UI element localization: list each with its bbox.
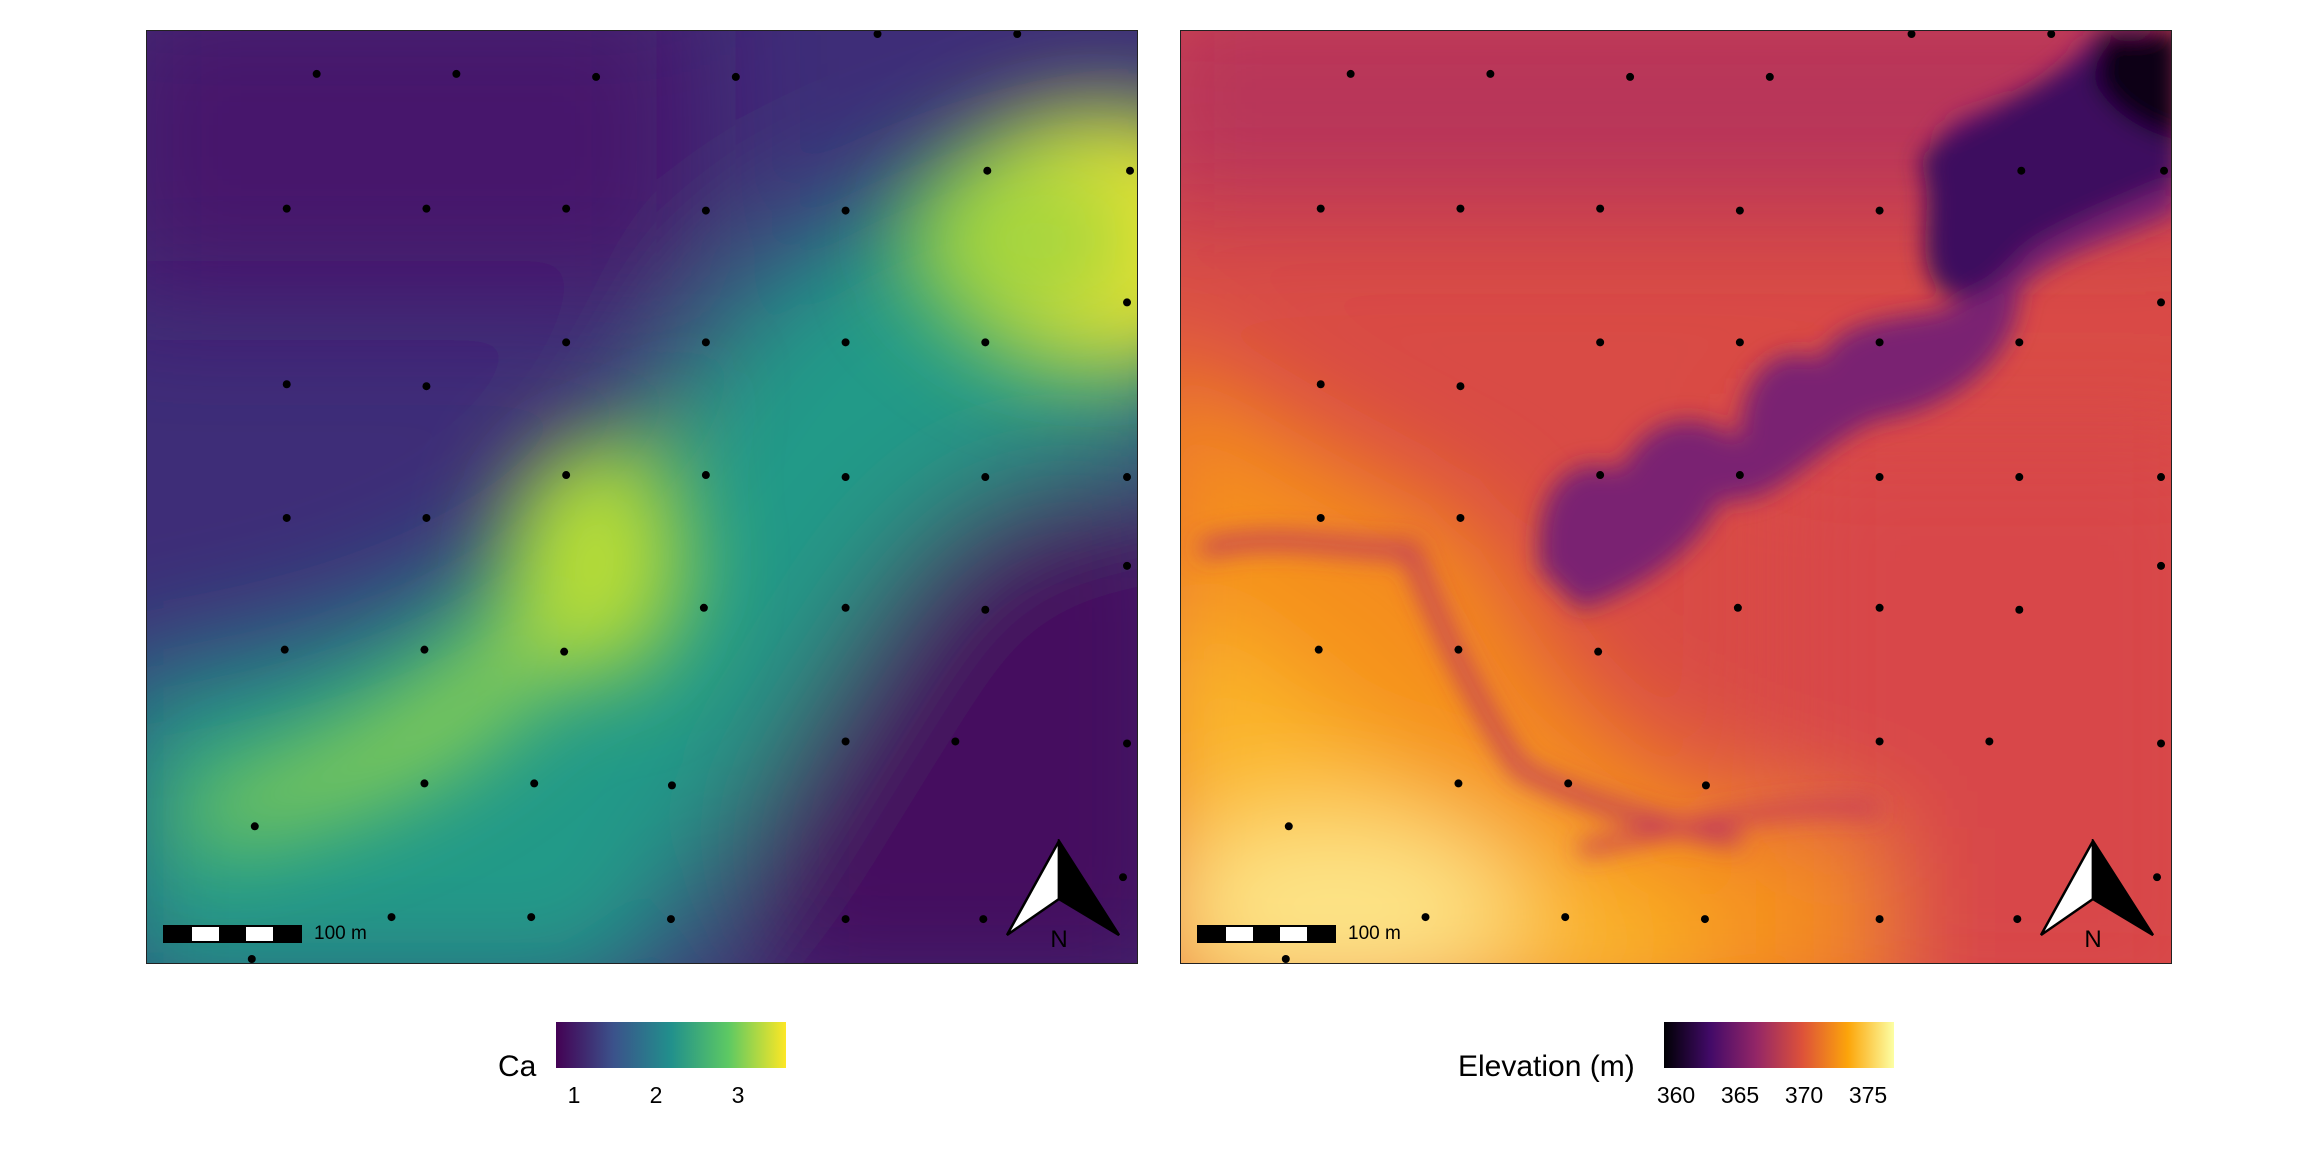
sample-points [1281, 31, 2169, 963]
map-panel-elevation: 100 m N [1180, 30, 2172, 964]
map-panel-ca: 100 m N [146, 30, 1138, 964]
legend-elevation: Elevation (m) 360 365 370 375 [1450, 1022, 1900, 1142]
legend-colorbar [1664, 1022, 1894, 1068]
scale-bar-label: 100 m [314, 923, 367, 944]
scale-bar-graphic [163, 925, 302, 943]
scale-bar-label: 100 m [1348, 923, 1401, 944]
legend-tick: 360 [1656, 1082, 1696, 1108]
scale-bar: 100 m [1197, 923, 1401, 945]
legend-ca: Ca 1 2 3 [490, 1022, 830, 1142]
legend-tick: 365 [1720, 1082, 1760, 1108]
legend-title: Ca [498, 1050, 537, 1083]
legend-tick: 3 [731, 1082, 745, 1108]
scale-bar-graphic [1197, 925, 1336, 943]
legend-colorbar [556, 1022, 786, 1068]
elevation-raster [1181, 31, 2171, 963]
north-arrow-icon: N [1005, 839, 1121, 951]
scale-bar: 100 m [163, 923, 367, 945]
legend-tick: 375 [1848, 1082, 1888, 1108]
sample-points [247, 31, 1135, 963]
north-label: N [1050, 926, 1067, 951]
north-arrow-icon: N [2039, 839, 2155, 951]
legend-title: Elevation (m) [1458, 1050, 1635, 1083]
legend-tick: 2 [649, 1082, 663, 1108]
legend-tick: 1 [567, 1082, 581, 1108]
ca-raster [147, 31, 1137, 963]
legend-tick: 370 [1784, 1082, 1824, 1108]
north-label: N [2084, 926, 2101, 951]
